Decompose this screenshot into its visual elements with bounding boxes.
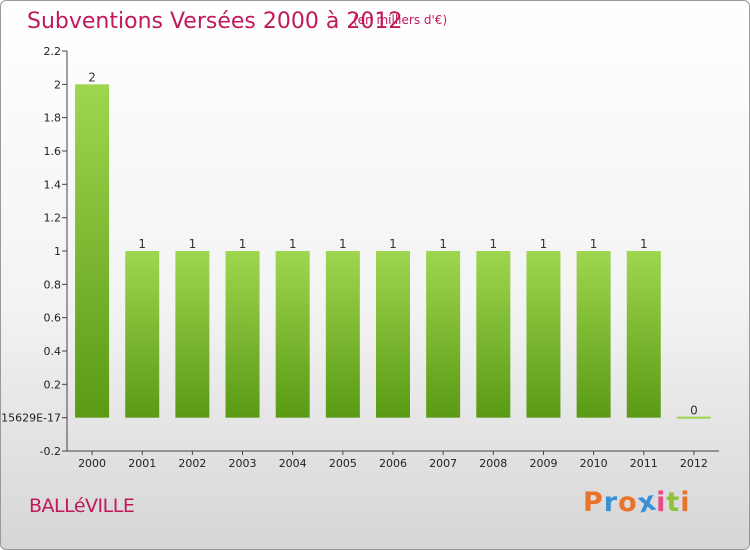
proxiti-logo[interactable]: Proxiti	[583, 485, 691, 519]
bar-2011	[626, 251, 661, 418]
logo-letter: P	[583, 487, 604, 518]
bar-2003	[225, 251, 260, 418]
bar-2001	[125, 251, 160, 418]
logo-letter: i	[680, 487, 691, 518]
x-tick-label: 2011	[630, 457, 658, 470]
x-tick-label: 2002	[178, 457, 206, 470]
y-tick-label: 1.6	[44, 145, 62, 158]
y-tick-label: 1	[54, 245, 61, 258]
y-tick-label: 1.4	[44, 178, 62, 191]
bar-2005	[325, 251, 360, 418]
x-tick-label: 2004	[279, 457, 307, 470]
y-axis-ticks: 2.2 2 1.8 1.6 1.4 1.2 1 0.8 0.6 0.4 0.2 -15629E-17 -…	[1, 45, 67, 458]
data-label-2009: 1	[540, 237, 548, 251]
y-tick-label: 0.6	[44, 312, 62, 325]
bar-2012	[676, 416, 711, 419]
data-label-2001: 1	[138, 237, 146, 251]
y-tick-label: -15629E-17	[1, 412, 61, 425]
data-label-2011: 1	[640, 237, 648, 251]
bar-2004	[275, 251, 310, 418]
data-label-2002: 1	[189, 237, 197, 251]
bars	[75, 84, 711, 419]
x-axis-ticks: 2000 2001 2002 2003 2004 2005 2006 2007 2008 2009…	[78, 451, 708, 470]
logo-letter: i	[656, 487, 667, 518]
x-tick-label: 2001	[128, 457, 156, 470]
data-label-2012: 0	[690, 404, 698, 418]
x-tick-label: 2000	[78, 457, 106, 470]
data-labels: 2 1 1 1 1 1 1 1 1 1 1 1 0	[88, 70, 697, 417]
x-tick-label: 2009	[529, 457, 557, 470]
y-tick-label: 0.2	[44, 378, 62, 391]
chart-unit: (en milliers d'€)	[353, 13, 448, 27]
y-tick-label: 1.8	[44, 112, 62, 125]
commune-name: BALLéVILLE	[29, 495, 135, 517]
x-tick-label: 2003	[229, 457, 257, 470]
x-tick-label: 2006	[379, 457, 407, 470]
bar-2010	[576, 251, 611, 418]
y-tick-label: 0.8	[44, 278, 62, 291]
bar-2008	[476, 251, 511, 418]
data-label-2004: 1	[289, 237, 297, 251]
x-tick-label: 2007	[429, 457, 457, 470]
x-tick-label: 2005	[329, 457, 357, 470]
y-tick-label: -0.2	[40, 445, 61, 458]
bar-2006	[376, 251, 410, 418]
y-tick-label: 0.4	[44, 345, 62, 358]
y-tick-label: 1.2	[44, 212, 62, 225]
bar-2007	[426, 251, 461, 418]
data-label-2000: 2	[88, 70, 96, 84]
x-tick-label: 2012	[680, 457, 708, 470]
bar-2002	[175, 251, 210, 418]
logo-letter: r	[603, 487, 619, 518]
y-tick-label: 2.2	[44, 45, 62, 58]
chart-title: Subventions Versées 2000 à 2012	[27, 9, 403, 34]
data-label-2008: 1	[489, 237, 497, 251]
data-label-2006: 1	[389, 237, 397, 251]
y-tick-label: 2	[54, 78, 61, 91]
logo-letter: o	[618, 487, 638, 518]
data-label-2005: 1	[339, 237, 347, 251]
data-label-2003: 1	[239, 237, 247, 251]
bar-2000	[75, 84, 110, 418]
bar-2009	[526, 251, 561, 418]
logo-letter: t	[666, 487, 681, 518]
data-label-2007: 1	[439, 237, 447, 251]
data-label-2010: 1	[590, 237, 598, 251]
x-tick-label: 2008	[479, 457, 507, 470]
x-tick-label: 2010	[580, 457, 608, 470]
